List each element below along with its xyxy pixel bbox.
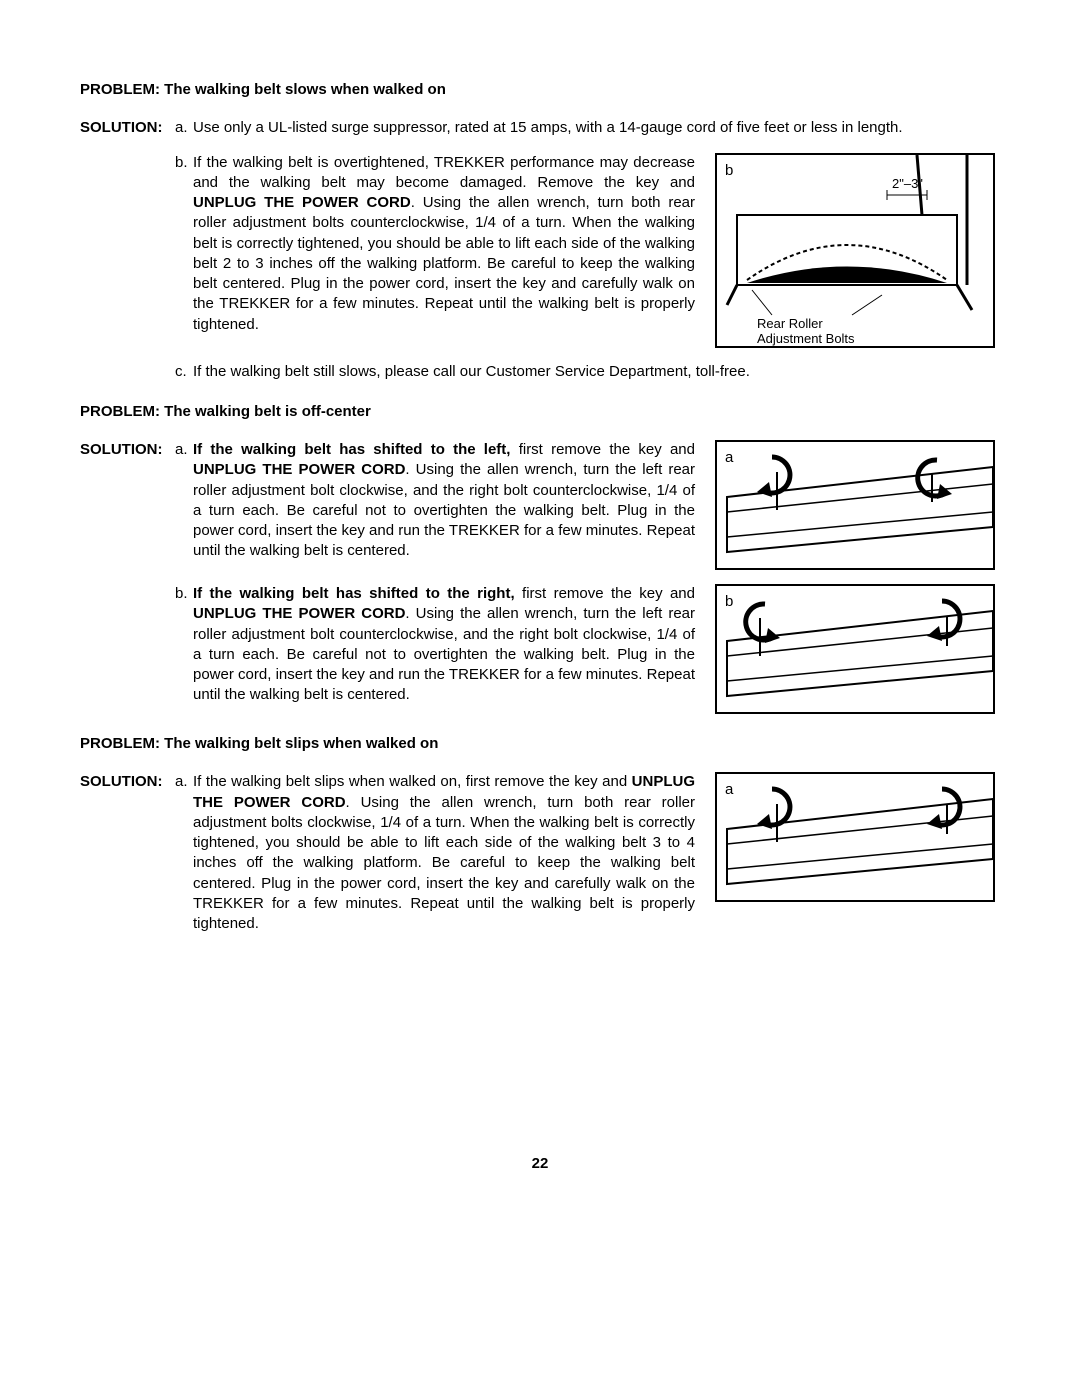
figure-2a: a (715, 440, 995, 570)
item-text: If the walking belt has shifted to the l… (193, 440, 695, 570)
page-number: 22 (80, 1154, 1000, 1174)
problem-title-1: PROBLEM: The walking belt slows when wal… (80, 80, 1000, 100)
figure-caption-2: Adjustment Bolts (757, 331, 855, 346)
figure-caption: Rear Roller (757, 316, 823, 331)
figure-2b: b (715, 584, 995, 714)
item-letter: b. (175, 153, 193, 348)
problem-title-3: PROBLEM: The walking belt slips when wal… (80, 734, 1000, 754)
solution-label: SOLUTION: (80, 772, 175, 934)
solution-label: SOLUTION: (80, 440, 175, 570)
item-letter: a. (175, 772, 193, 934)
problem-title-2: PROBLEM: The walking belt is off-center (80, 402, 1000, 422)
solution-row-3a: SOLUTION: a. If the walking belt slips w… (80, 772, 1000, 934)
figure-3a: a (715, 772, 995, 902)
item-text: If the walking belt slips when walked on… (193, 772, 695, 934)
item-letter: a. (175, 118, 193, 138)
solution-row-1c: c. If the walking belt still slows, plea… (80, 362, 1000, 382)
item-text: If the walking belt has shifted to the r… (193, 584, 695, 714)
item-letter: a. (175, 440, 193, 570)
item-letter: b. (175, 584, 193, 714)
solution-row-1b: b. If the walking belt is overtightened,… (80, 153, 1000, 348)
item-text: Use only a UL-listed surge suppressor, r… (193, 118, 1000, 138)
item-text: If the walking belt is overtightened, TR… (193, 153, 695, 348)
solution-row-2a: SOLUTION: a. If the walking belt has shi… (80, 440, 1000, 570)
figure-1b: b 2"–3" Rear Roller (715, 153, 995, 348)
figure-label: b (725, 161, 733, 181)
item-letter: c. (175, 362, 193, 382)
solution-row-2b: b. If the walking belt has shifted to th… (80, 584, 1000, 714)
item-text: If the walking belt still slows, please … (193, 362, 1000, 382)
figure-label: a (725, 448, 733, 468)
measure-text: 2"–3" (892, 176, 923, 191)
solution-label: SOLUTION: (80, 118, 175, 138)
solution-row-1a: SOLUTION: a. Use only a UL-listed surge … (80, 118, 1000, 138)
figure-label: b (725, 592, 733, 612)
figure-label: a (725, 780, 733, 800)
